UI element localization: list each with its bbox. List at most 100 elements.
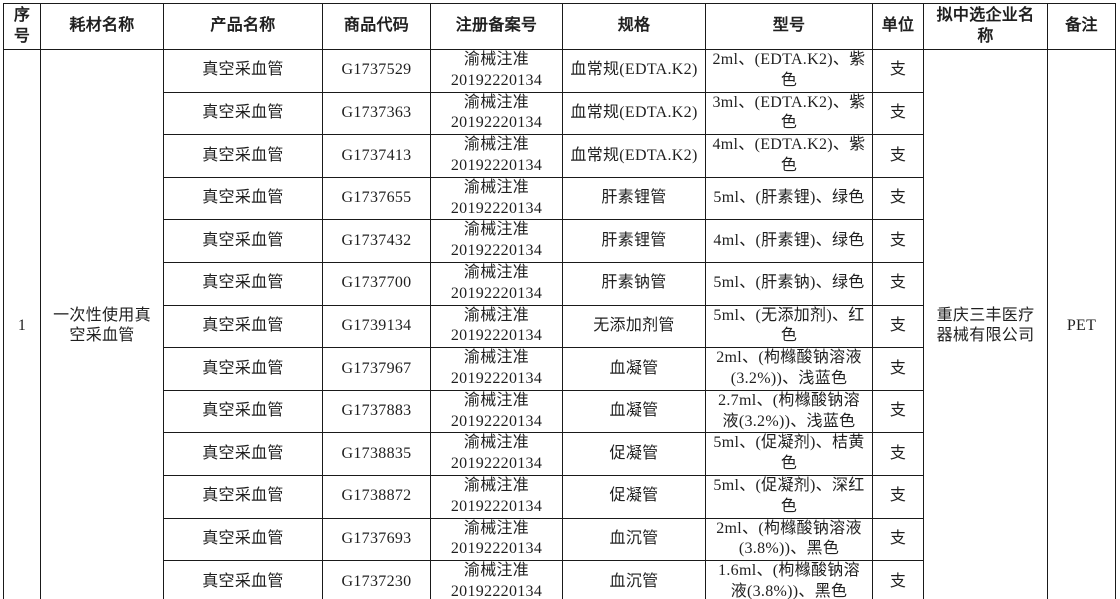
header-product-name: 产品名称	[163, 3, 323, 50]
product-name-cell: 真空采血管	[163, 474, 323, 519]
table-row: 真空采血管 G1737693 渝械注准 20192220134 血沉管 2ml、…	[4, 517, 1116, 562]
product-name-cell: 真空采血管	[163, 432, 323, 476]
model-cell: 4ml、(EDTA.K2)、紫色	[705, 134, 873, 178]
unit-cell: 支	[872, 389, 924, 434]
model-cell: 1.6ml、(枸橼酸钠溶液(3.8%))、黑色	[705, 560, 873, 599]
model-cell: 2ml、(枸橼酸钠溶液(3.2%))、浅蓝色	[705, 347, 873, 391]
product-name-cell: 真空采血管	[163, 304, 323, 349]
table-row: 真空采血管 G1737413 渝械注准 20192220134 血常规(EDTA…	[4, 134, 1116, 178]
product-name-cell: 真空采血管	[163, 517, 323, 562]
company-cell: 重庆三丰医疗器械有限公司	[923, 49, 1048, 599]
remark-cell: PET	[1047, 49, 1116, 599]
product-code-cell: G1738835	[322, 432, 431, 476]
product-code-cell: G1738872	[322, 474, 431, 519]
spec-cell: 促凝管	[562, 474, 706, 519]
product-code-cell: G1737883	[322, 389, 431, 434]
model-cell: 5ml、(无添加剂)、红色	[705, 304, 873, 349]
registration-no-cell: 渝械注准 20192220134	[430, 91, 563, 136]
unit-cell: 支	[872, 176, 924, 221]
product-name-cell: 真空采血管	[163, 176, 323, 221]
product-name-cell: 真空采血管	[163, 49, 323, 93]
product-code-cell: G1739134	[322, 304, 431, 349]
registration-no-cell: 渝械注准 20192220134	[430, 176, 563, 221]
spec-cell: 血常规(EDTA.K2)	[562, 49, 706, 93]
unit-cell: 支	[872, 517, 924, 562]
unit-cell: 支	[872, 304, 924, 349]
spec-cell: 促凝管	[562, 432, 706, 476]
header-spec: 规格	[562, 3, 706, 50]
registration-no-cell: 渝械注准 20192220134	[430, 389, 563, 434]
product-name-cell: 真空采血管	[163, 134, 323, 178]
model-cell: 2.7ml、(枸橼酸钠溶液(3.2%))、浅蓝色	[705, 389, 873, 434]
table-row: 真空采血管 G1737967 渝械注准 20192220134 血凝管 2ml、…	[4, 347, 1116, 391]
unit-cell: 支	[872, 49, 924, 93]
table-row: 真空采血管 G1737883 渝械注准 20192220134 血凝管 2.7m…	[4, 389, 1116, 434]
header-row: 序号 耗材名称 产品名称 商品代码 注册备案号 规格 型号 单位 拟中选企业名称…	[3, 3, 1116, 50]
unit-cell: 支	[872, 261, 924, 306]
spec-cell: 肝素锂管	[562, 219, 706, 263]
unit-cell: 支	[872, 560, 924, 599]
registration-no-cell: 渝械注准 20192220134	[430, 474, 563, 519]
unit-cell: 支	[872, 134, 924, 178]
registration-no-cell: 渝械注准 20192220134	[430, 432, 563, 476]
spec-cell: 血沉管	[562, 517, 706, 562]
table-row: 真空采血管 G1739134 渝械注准 20192220134 无添加剂管 5m…	[4, 304, 1116, 349]
unit-cell: 支	[872, 474, 924, 519]
unit-cell: 支	[872, 219, 924, 263]
table-row: 真空采血管 G1737700 渝械注准 20192220134 肝素钠管 5ml…	[4, 261, 1116, 306]
model-cell: 2ml、(枸橼酸钠溶液(3.8%))、黑色	[705, 517, 873, 562]
product-code-cell: G1737700	[322, 261, 431, 306]
table-row: 真空采血管 G1737230 渝械注准 20192220134 血沉管 1.6m…	[4, 560, 1116, 599]
product-name-cell: 真空采血管	[163, 91, 323, 136]
header-company: 拟中选企业名称	[923, 3, 1048, 50]
table-row: 真空采血管 G1737655 渝械注准 20192220134 肝素锂管 5ml…	[4, 176, 1116, 221]
product-code-cell: G1737967	[322, 347, 431, 391]
procurement-table: 序号 耗材名称 产品名称 商品代码 注册备案号 规格 型号 单位 拟中选企业名称…	[3, 3, 1116, 599]
model-cell: 5ml、(促凝剂)、桔黄色	[705, 432, 873, 476]
registration-no-cell: 渝械注准 20192220134	[430, 49, 563, 93]
registration-no-cell: 渝械注准 20192220134	[430, 261, 563, 306]
product-code-cell: G1737413	[322, 134, 431, 178]
header-model: 型号	[705, 3, 873, 50]
product-name-cell: 真空采血管	[163, 389, 323, 434]
registration-no-cell: 渝械注准 20192220134	[430, 347, 563, 391]
registration-no-cell: 渝械注准 20192220134	[430, 517, 563, 562]
header-serial: 序号	[3, 3, 41, 50]
registration-no-cell: 渝械注准 20192220134	[430, 560, 563, 599]
spec-cell: 无添加剂管	[562, 304, 706, 349]
product-name-cell: 真空采血管	[163, 219, 323, 263]
registration-no-cell: 渝械注准 20192220134	[430, 134, 563, 178]
product-code-cell: G1737655	[322, 176, 431, 221]
product-code-cell: G1737230	[322, 560, 431, 599]
spec-cell: 血常规(EDTA.K2)	[562, 134, 706, 178]
header-remark: 备注	[1047, 3, 1116, 50]
product-code-cell: G1737693	[322, 517, 431, 562]
table-row: 1 一次性使用真空采血管 真空采血管 G1737529 渝械注准 2019222…	[3, 49, 1116, 599]
spec-cell: 血常规(EDTA.K2)	[562, 91, 706, 136]
spec-cell: 肝素锂管	[562, 176, 706, 221]
registration-no-cell: 渝械注准 20192220134	[430, 219, 563, 263]
product-code-cell: G1737529	[322, 49, 431, 93]
table-row: 真空采血管 G1737363 渝械注准 20192220134 血常规(EDTA…	[4, 91, 1116, 136]
product-code-cell: G1737432	[322, 219, 431, 263]
serial-cell: 1	[3, 49, 41, 599]
model-cell: 4ml、(肝素锂)、绿色	[705, 219, 873, 263]
model-cell: 5ml、(肝素钠)、绿色	[705, 261, 873, 306]
header-product-code: 商品代码	[322, 3, 431, 50]
spec-cell: 肝素钠管	[562, 261, 706, 306]
spec-cell: 血凝管	[562, 347, 706, 391]
model-cell: 2ml、(EDTA.K2)、紫色	[705, 49, 873, 93]
model-cell: 5ml、(肝素锂)、绿色	[705, 176, 873, 221]
header-unit: 单位	[872, 3, 924, 50]
model-cell: 5ml、(促凝剂)、深红色	[705, 474, 873, 519]
model-cell: 3ml、(EDTA.K2)、紫色	[705, 91, 873, 136]
unit-cell: 支	[872, 91, 924, 136]
product-name-cell: 真空采血管	[163, 347, 323, 391]
product-code-cell: G1737363	[322, 91, 431, 136]
header-consumable-name: 耗材名称	[40, 3, 164, 50]
consumable-name-cell: 一次性使用真空采血管	[40, 49, 164, 599]
registration-no-cell: 渝械注准 20192220134	[430, 304, 563, 349]
spec-cell: 血沉管	[562, 560, 706, 599]
unit-cell: 支	[872, 347, 924, 391]
